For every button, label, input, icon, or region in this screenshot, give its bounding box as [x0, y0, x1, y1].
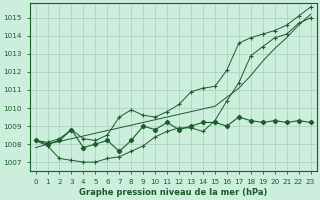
X-axis label: Graphe pression niveau de la mer (hPa): Graphe pression niveau de la mer (hPa)	[79, 188, 267, 197]
